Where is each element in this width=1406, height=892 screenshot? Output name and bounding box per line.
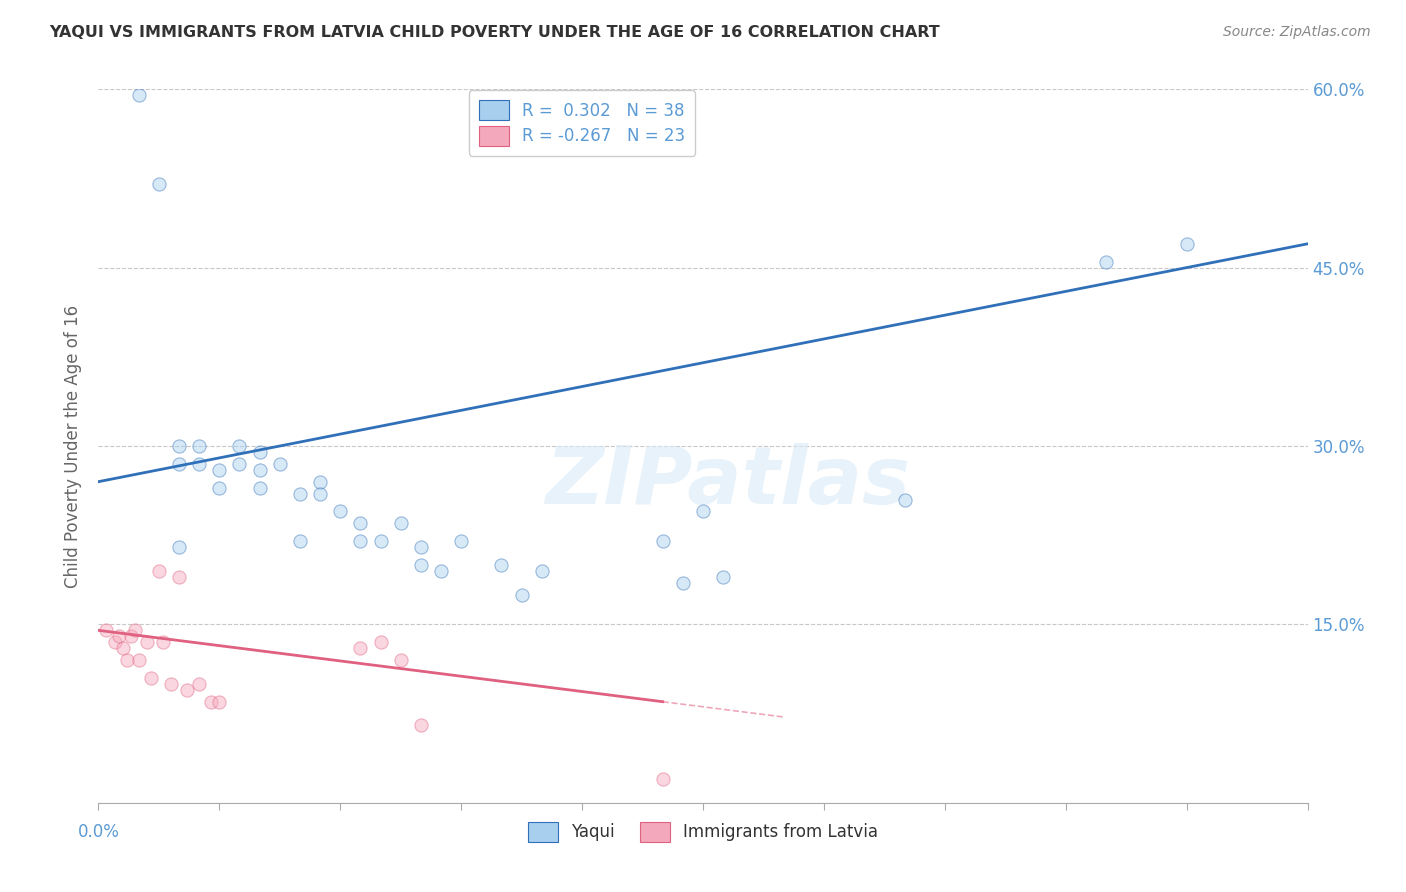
Point — [111, 641, 134, 656]
Point — [389, 653, 412, 667]
Legend: Yaqui, Immigrants from Latvia: Yaqui, Immigrants from Latvia — [517, 813, 889, 852]
Point — [450, 534, 472, 549]
Point — [893, 492, 915, 507]
Point — [96, 624, 118, 638]
Point — [167, 570, 190, 584]
Text: Source: ZipAtlas.com: Source: ZipAtlas.com — [1223, 25, 1371, 39]
Point — [409, 718, 432, 732]
Point — [228, 457, 250, 471]
Point — [208, 481, 231, 495]
Point — [188, 677, 211, 691]
Point — [208, 463, 231, 477]
Point — [148, 178, 170, 192]
Point — [228, 439, 250, 453]
Point — [135, 635, 157, 649]
Point — [370, 635, 392, 649]
Point — [120, 629, 142, 643]
Text: 0.0%: 0.0% — [77, 822, 120, 841]
Point — [651, 534, 673, 549]
Point — [167, 457, 190, 471]
Point — [672, 575, 695, 590]
Point — [349, 534, 371, 549]
Point — [309, 486, 332, 500]
Point — [651, 772, 673, 786]
Point — [370, 534, 392, 549]
Point — [711, 570, 734, 584]
Point — [692, 504, 714, 518]
Point — [409, 540, 432, 554]
Text: YAQUI VS IMMIGRANTS FROM LATVIA CHILD POVERTY UNDER THE AGE OF 16 CORRELATION CH: YAQUI VS IMMIGRANTS FROM LATVIA CHILD PO… — [49, 25, 941, 40]
Point — [152, 635, 174, 649]
Point — [389, 516, 412, 531]
Point — [139, 671, 162, 685]
Point — [288, 534, 311, 549]
Point — [124, 624, 146, 638]
Point — [430, 564, 453, 578]
Point — [530, 564, 553, 578]
Point — [1175, 236, 1198, 251]
Point — [329, 504, 352, 518]
Point — [107, 629, 129, 643]
Point — [128, 88, 150, 103]
Point — [349, 641, 371, 656]
Point — [409, 558, 432, 572]
Point — [288, 486, 311, 500]
Point — [115, 653, 138, 667]
Point — [200, 695, 222, 709]
Point — [128, 653, 150, 667]
Point — [269, 457, 291, 471]
Point — [249, 445, 271, 459]
Point — [148, 564, 170, 578]
Point — [249, 463, 271, 477]
Point — [188, 457, 211, 471]
Point — [309, 475, 332, 489]
Text: ZIPatlas: ZIPatlas — [544, 442, 910, 521]
Point — [491, 558, 513, 572]
Point — [249, 481, 271, 495]
Point — [208, 695, 231, 709]
Point — [167, 540, 190, 554]
Point — [349, 516, 371, 531]
Point — [176, 682, 198, 697]
Point — [160, 677, 183, 691]
Point — [1095, 254, 1118, 268]
Point — [167, 439, 190, 453]
Y-axis label: Child Poverty Under the Age of 16: Child Poverty Under the Age of 16 — [65, 304, 83, 588]
Point — [510, 588, 533, 602]
Point — [103, 635, 125, 649]
Point — [188, 439, 211, 453]
